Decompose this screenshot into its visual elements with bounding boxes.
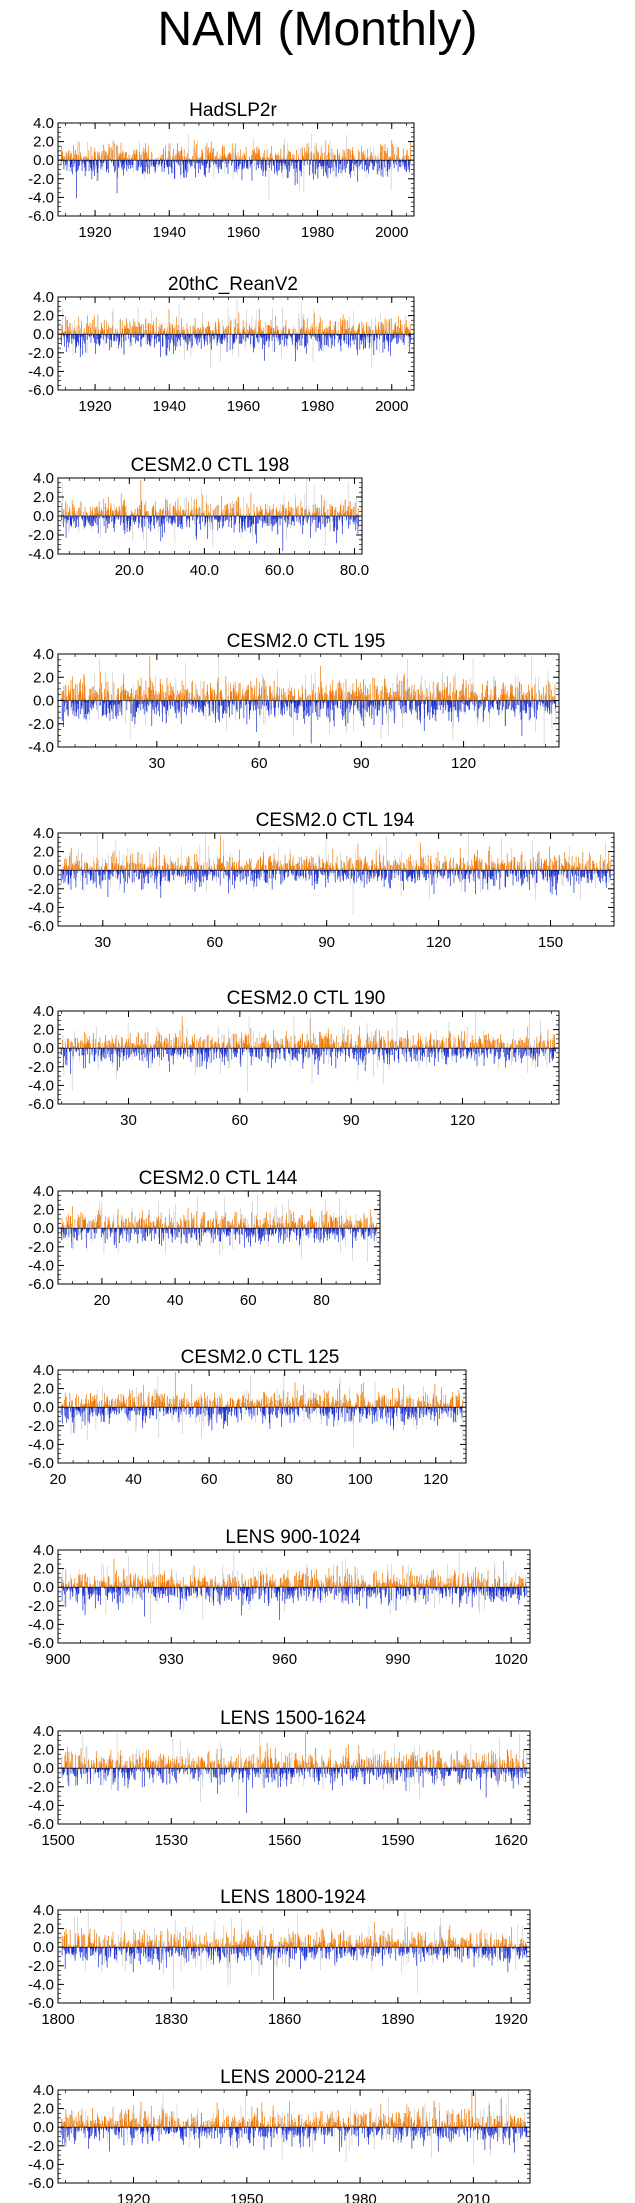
panel-title: CESM2.0 CTL 198 [131, 455, 290, 476]
x-tick-label: 1920 [78, 398, 111, 415]
y-tick-label: 0.0 [33, 152, 54, 169]
x-tick-label: 2000 [375, 224, 408, 241]
x-tick-label: 1960 [227, 398, 260, 415]
x-tick-label: 80.0 [340, 562, 369, 579]
y-tick-label: 2.0 [33, 489, 54, 506]
y-tick-label: -4.0 [28, 546, 54, 563]
panel-3: CESM2.0 CTL 198 -4.0 -2.0 0.0 2.0 4.0 20.0 40.0… [28, 455, 369, 579]
y-tick-label: 4.0 [33, 115, 54, 132]
y-tick-label: -6.0 [28, 208, 54, 225]
x-tick-label: 1960 [227, 224, 260, 241]
x-tick-label: 20.0 [115, 562, 144, 579]
x-tick-label: 1940 [153, 224, 186, 241]
y-tick-label: -4.0 [28, 363, 54, 380]
panel-title: CESM2.0 CTL 195 [227, 631, 386, 652]
panel-1: HadSLP2r -6.0 -4.0-2.0 0.02.0 4.0 1920 1940 196… [28, 100, 414, 241]
y-tick-label: 2.0 [33, 134, 54, 151]
y-tick-label: -4.0 [28, 189, 54, 206]
bar-series [61, 479, 359, 552]
bar-series [61, 134, 411, 200]
x-tick-label: 1920 [78, 224, 111, 241]
x-tick-label: 2000 [375, 398, 408, 415]
bar-series [61, 299, 411, 367]
y-tick-label: 4.0 [33, 470, 54, 487]
bar-series [61, 655, 556, 745]
y-tick-label: 2.0 [33, 308, 54, 325]
panel-title: HadSLP2r [189, 100, 277, 121]
x-tick-label: 1980 [301, 224, 334, 241]
panel-2: 20thC_ReanV2 -6.0 -4.0-2.0 0.02.0 4.0 1920 194… [28, 274, 414, 415]
y-tick-label: 0.0 [33, 326, 54, 343]
x-tick-label: 1940 [153, 398, 186, 415]
y-tick-label: 4.0 [33, 289, 54, 306]
panel-4: CESM2.0 CTL 195-4.0-2.00.02.04.030 60 90 12… [28, 631, 559, 772]
y-tick-label: -2.0 [28, 527, 54, 544]
y-tick-label: -2.0 [28, 171, 54, 188]
x-tick-label: 40.0 [190, 562, 219, 579]
x-tick-label: 1980 [301, 398, 334, 415]
y-tick-label: 0.0 [33, 508, 54, 525]
panel-title: 20thC_ReanV2 [168, 274, 298, 295]
x-tick-label: 60.0 [265, 562, 294, 579]
y-tick-label: -2.0 [28, 345, 54, 362]
y-tick-label: -6.0 [28, 382, 54, 399]
